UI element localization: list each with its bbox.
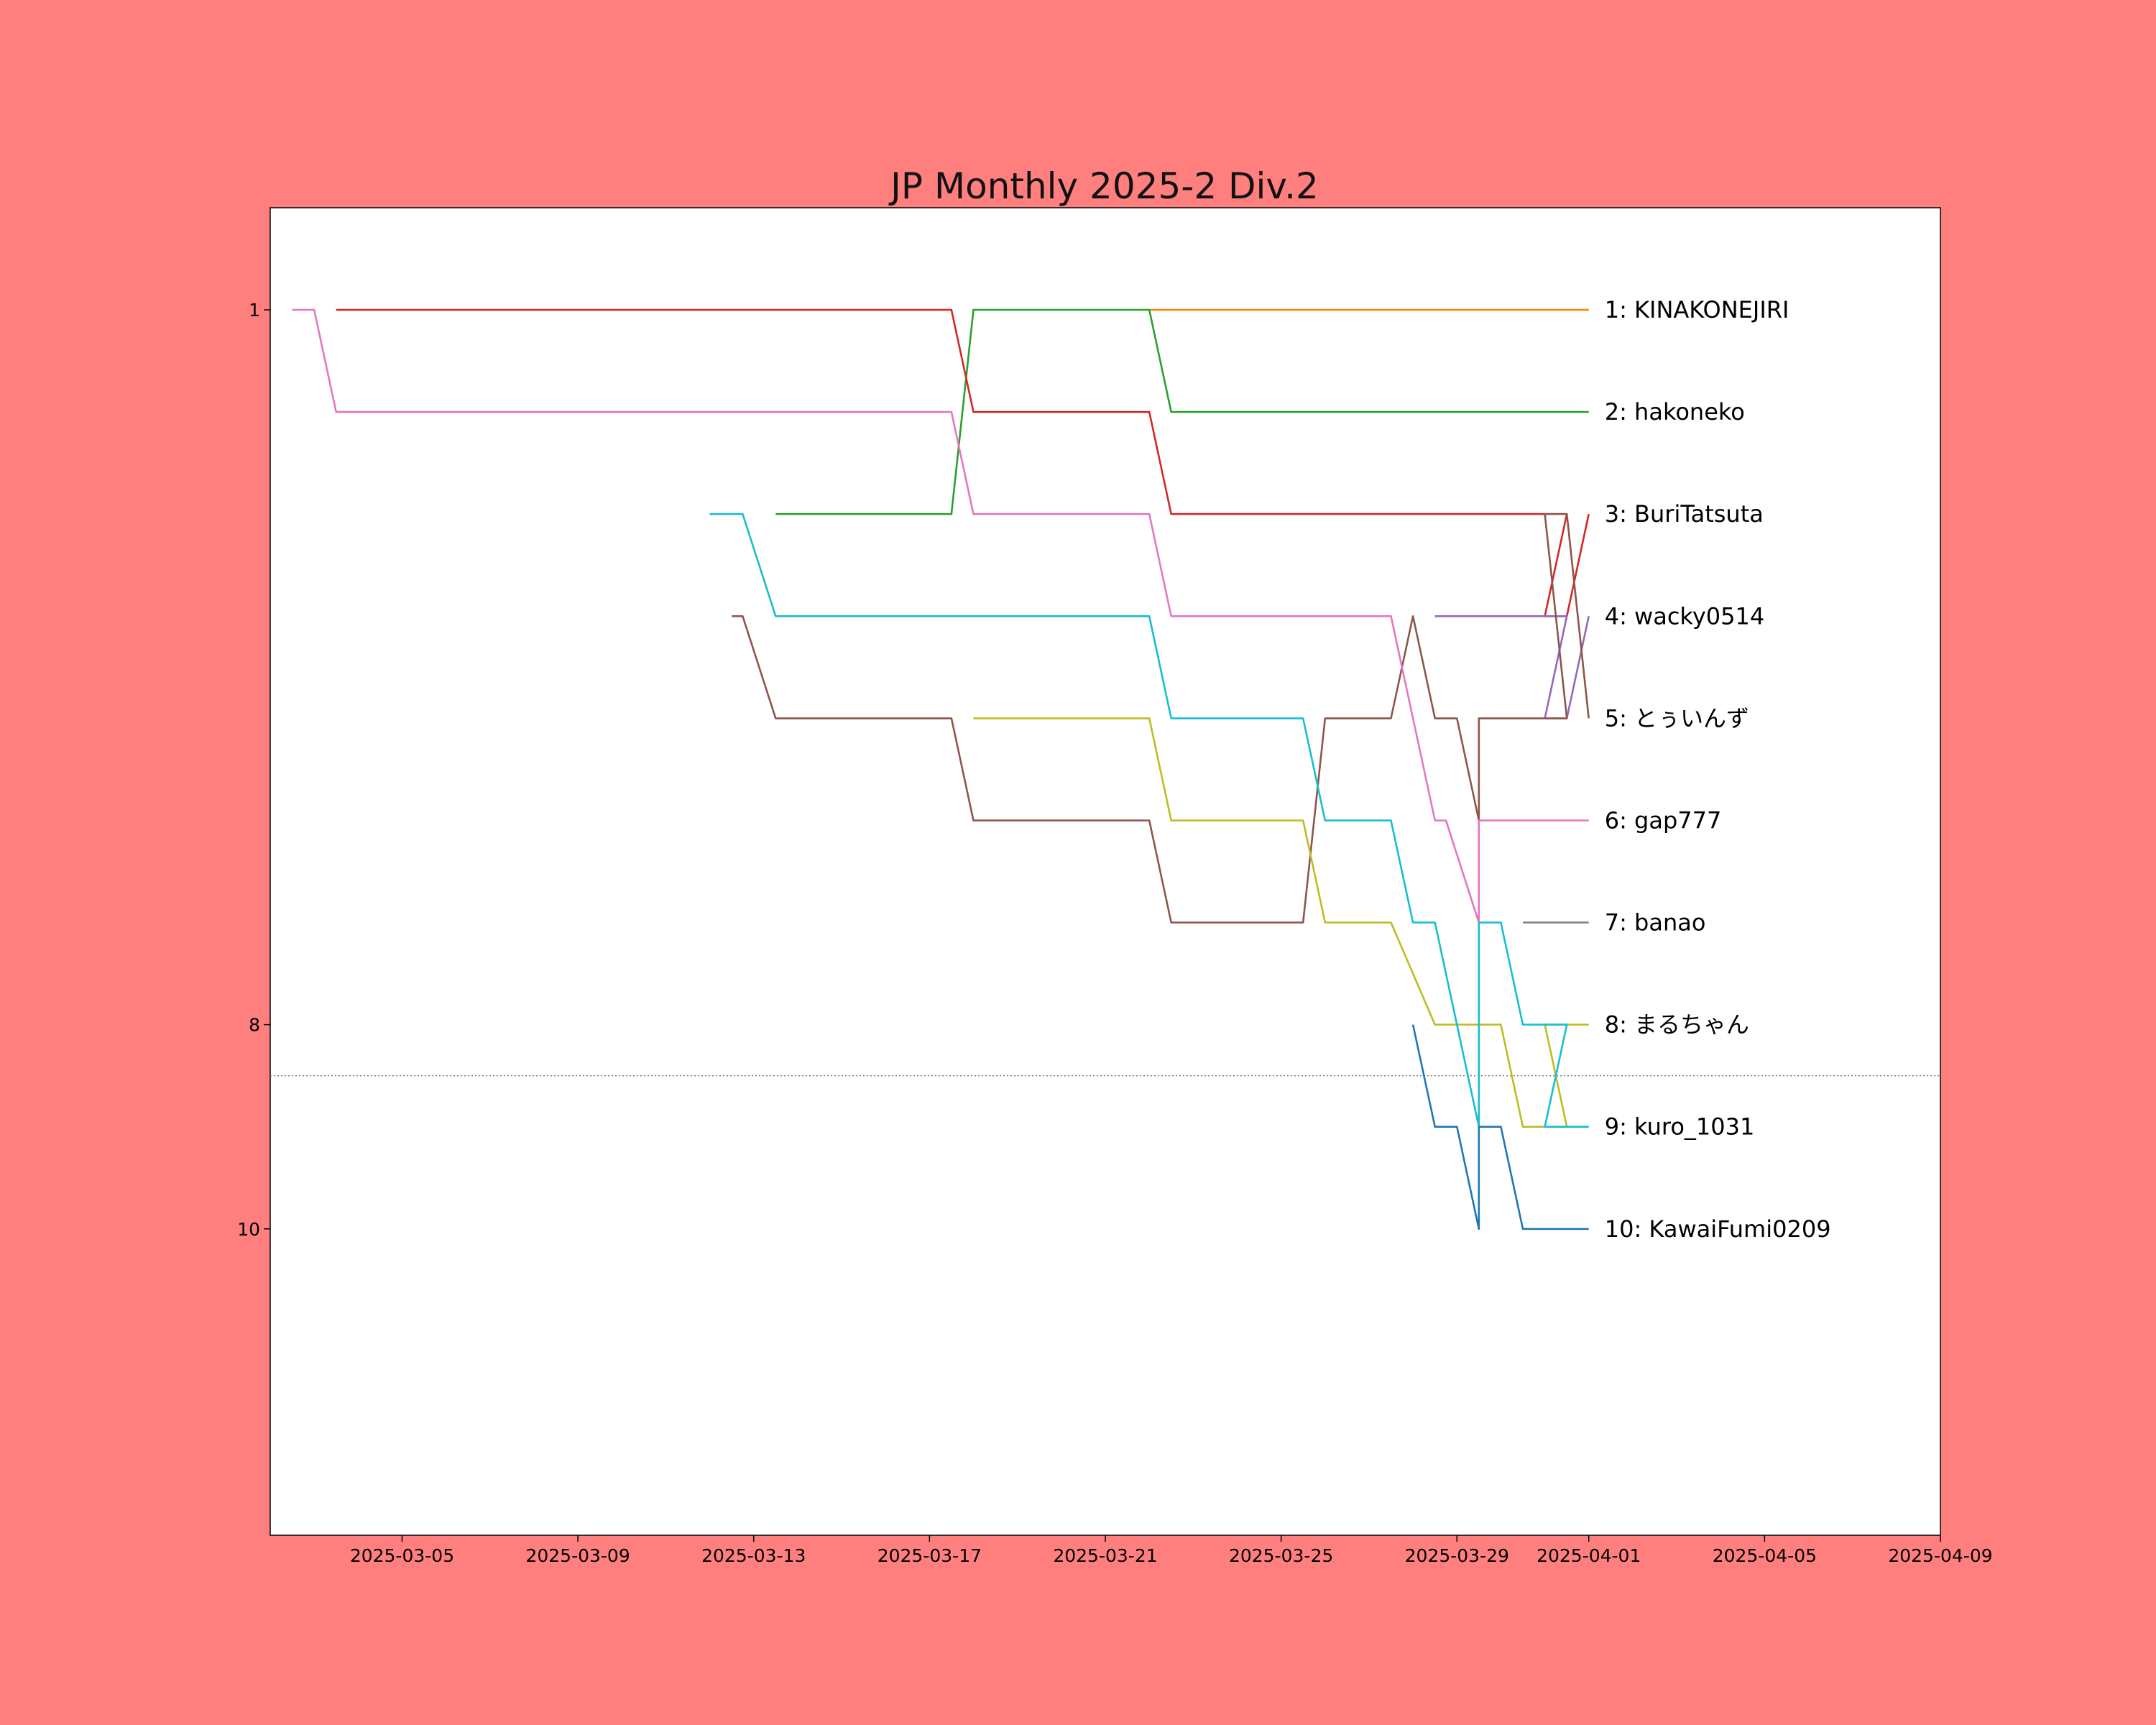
series-line-9: [709, 512, 1589, 1128]
x-tick-label: 2025-03-29: [1405, 1545, 1509, 1566]
x-tick-label: 2025-03-05: [350, 1545, 454, 1566]
x-tick-label: 2025-03-25: [1229, 1545, 1333, 1566]
x-tick-label: 2025-04-01: [1537, 1545, 1641, 1566]
series-label-8: 8: まるちゃん: [1605, 1011, 1749, 1039]
chart-title: JP Monthly 2025-2 Div.2: [888, 165, 1319, 207]
y-tick-label: 10: [237, 1219, 260, 1240]
x-tick-label: 2025-03-17: [877, 1545, 982, 1566]
series-label-6: 6: gap777: [1605, 806, 1722, 834]
series-label-9: 9: kuro_1031: [1605, 1113, 1755, 1141]
series-line-5: [732, 512, 1590, 924]
x-tick-label: 2025-04-09: [1888, 1545, 1992, 1566]
series-label-2: 2: hakoneko: [1605, 398, 1745, 426]
x-tick-label: 2025-03-13: [701, 1545, 806, 1566]
series-line-2: [775, 308, 1589, 515]
series-label-7: 7: banao: [1605, 909, 1706, 937]
x-tick-label: 2025-03-21: [1053, 1545, 1157, 1566]
y-tick-label: 8: [249, 1015, 260, 1036]
plot-area: [270, 207, 1941, 1536]
x-tick-label: 2025-03-09: [525, 1545, 630, 1566]
y-tick-label: 1: [249, 300, 260, 321]
series-label-1: 1: KINAKONEJIRI: [1605, 296, 1789, 323]
series-line-10: [1411, 1024, 1589, 1230]
series-label-5: 5: とぅいんず: [1605, 704, 1749, 732]
series-label-10: 10: KawaiFumi0209: [1605, 1215, 1831, 1243]
x-tick-label: 2025-04-05: [1713, 1545, 1817, 1566]
series-line-8: [973, 717, 1589, 1128]
series-label-4: 4: wacky0514: [1605, 602, 1764, 630]
series-label-3: 3: BuriTatsuta: [1605, 500, 1764, 528]
